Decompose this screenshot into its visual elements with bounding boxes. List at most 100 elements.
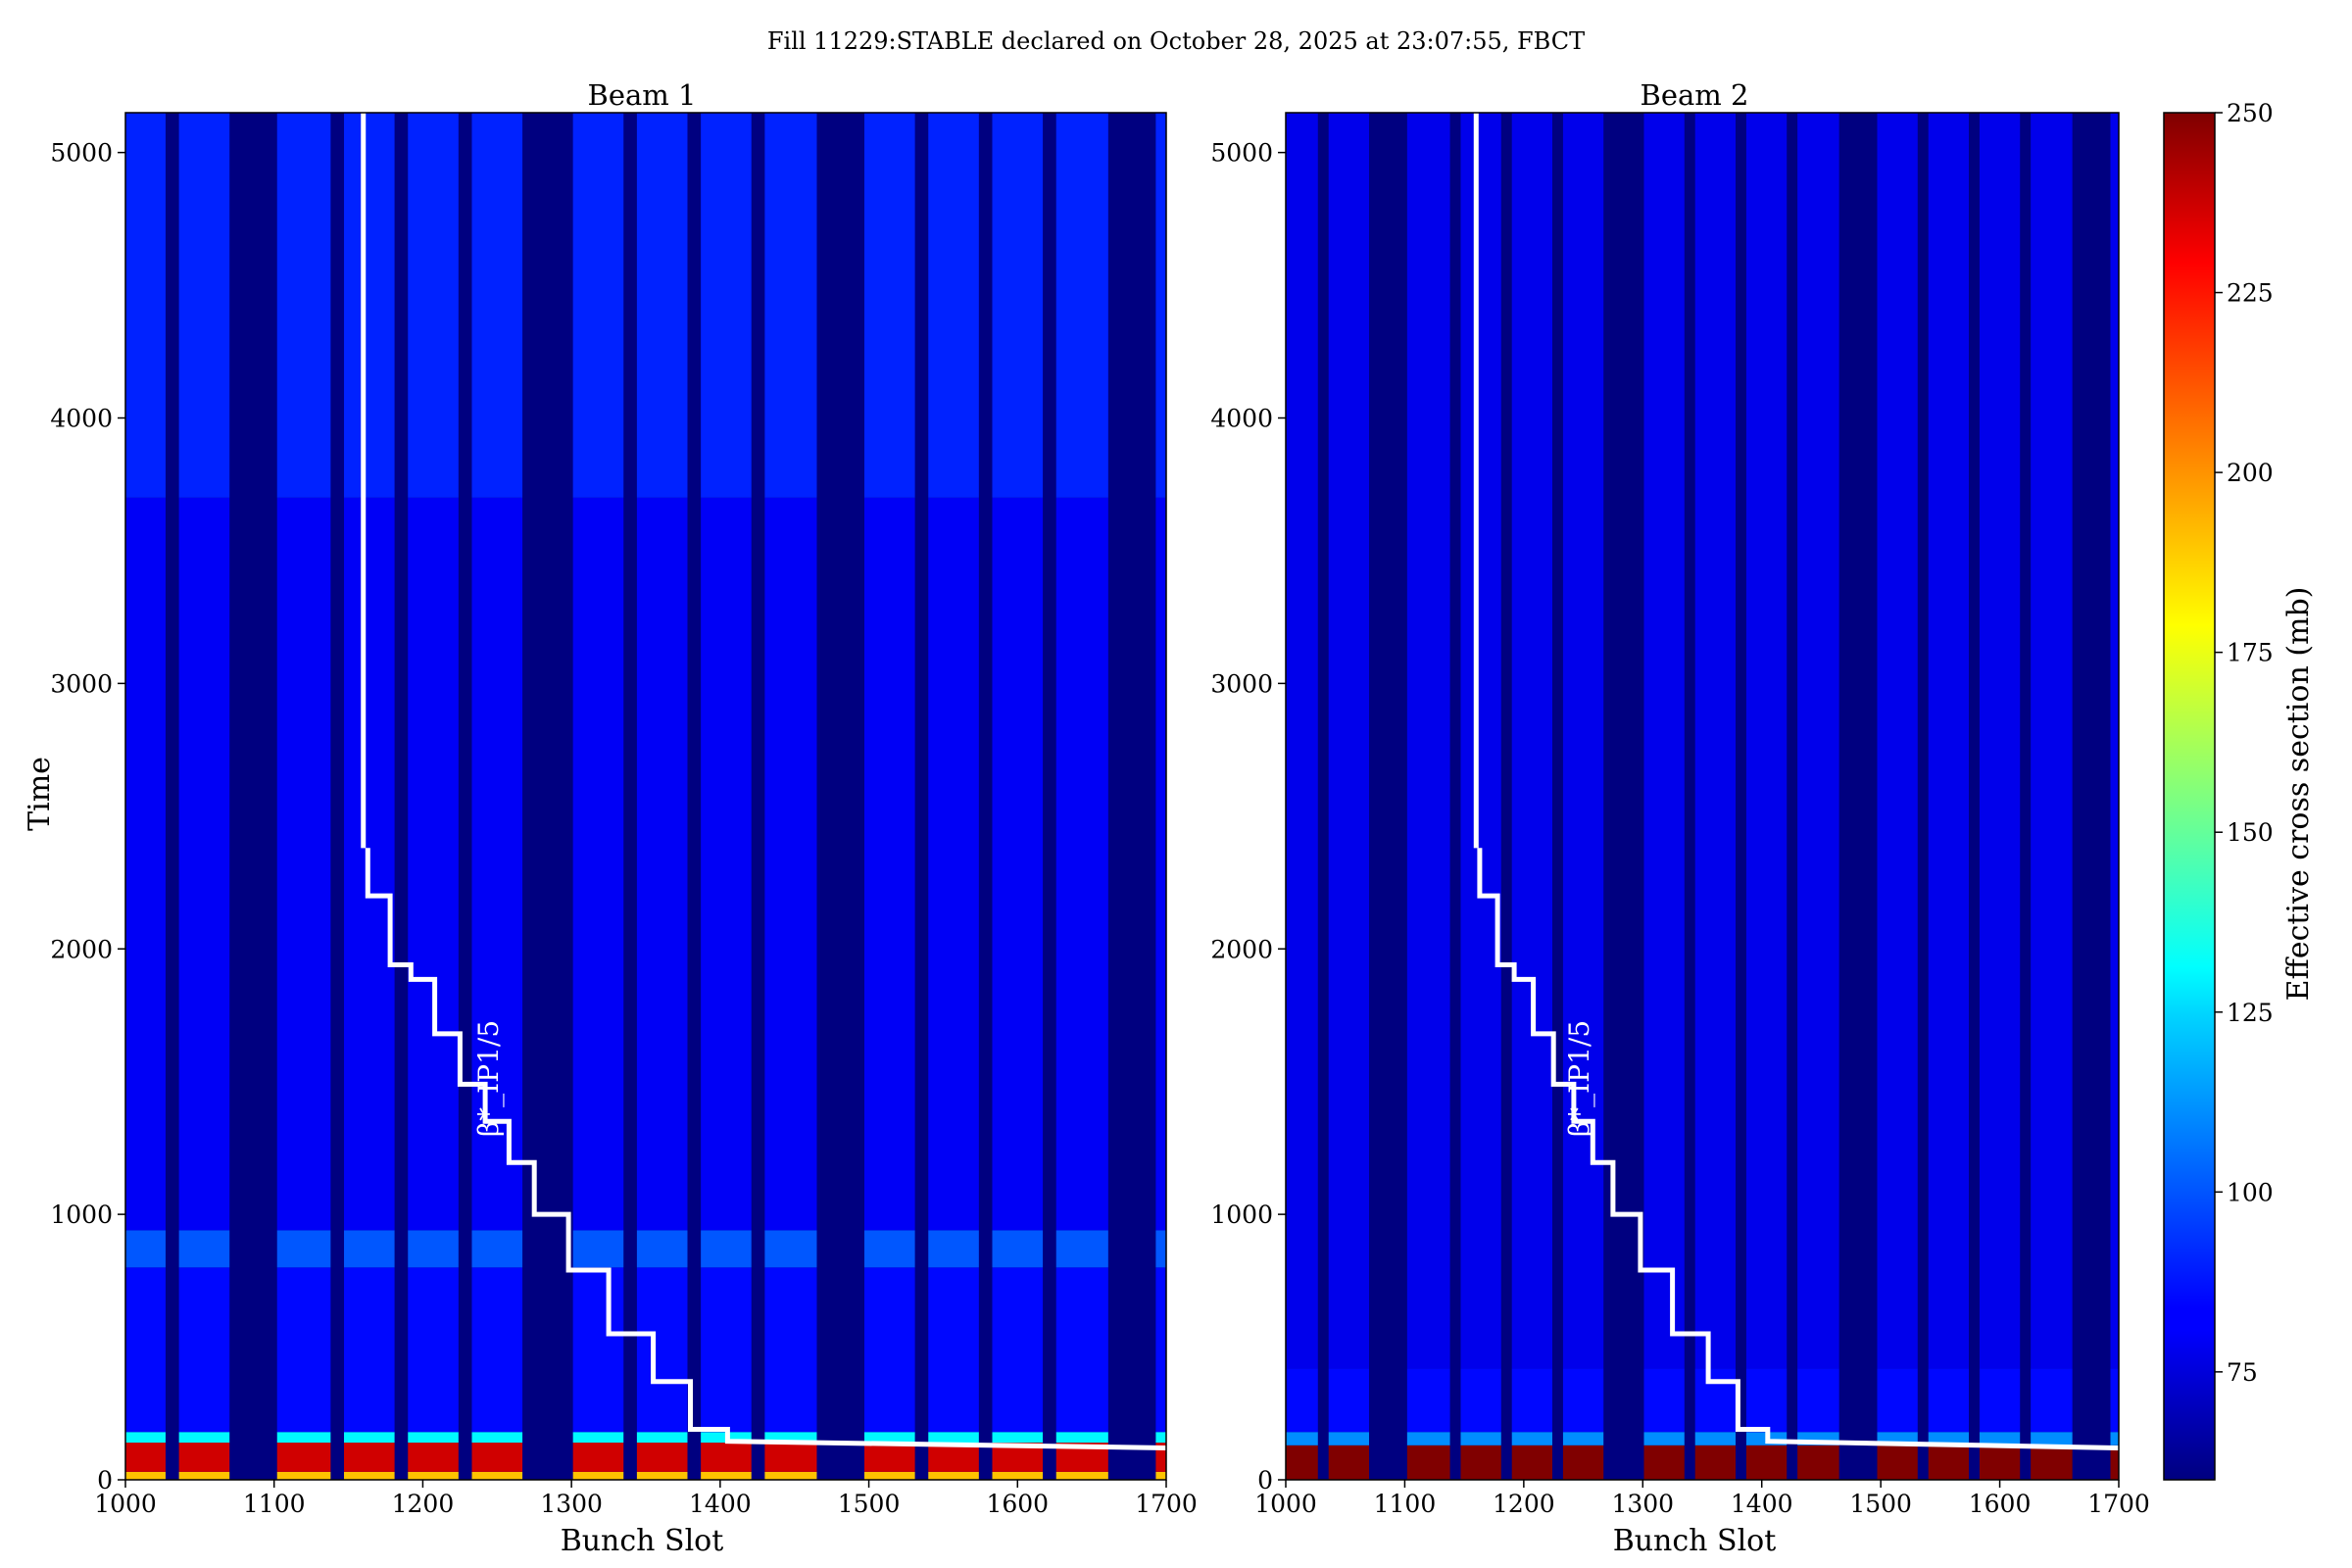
heatmap-cell [764, 113, 817, 498]
x-tick-label: 1500 [1849, 1490, 1912, 1518]
heatmap-cell [1745, 113, 1788, 1369]
heatmap-cell [1797, 113, 1839, 1369]
bunch-train-column [1055, 113, 1108, 1480]
x-tick-label: 1700 [1135, 1490, 1198, 1518]
heatmap-cell [276, 1443, 331, 1472]
y-tick-label: 0 [1257, 1466, 1273, 1494]
x-tick-label: 1600 [1969, 1490, 2032, 1518]
heatmap-cell [178, 1443, 230, 1472]
heatmap-cell [1979, 113, 2021, 1369]
colorbar-tick-label: 75 [2227, 1358, 2258, 1387]
colorbar-tick-label: 200 [2227, 459, 2274, 487]
heatmap-cell [471, 1443, 523, 1472]
heatmap-cell [864, 1230, 915, 1268]
colorbar-gradient [2163, 112, 2216, 1481]
beta-star-line [1477, 848, 2120, 1450]
colorbar-tick-label: 175 [2227, 639, 2274, 667]
bunch-train-column [572, 113, 624, 1480]
heatmap-cell [1328, 1432, 1369, 1446]
y-tick-label: 2000 [1210, 935, 1273, 963]
heatmap-cell [636, 1443, 688, 1472]
x-tick-label: 1400 [1731, 1490, 1793, 1518]
heatmap-cell [636, 1471, 688, 1480]
heatmap-cell [992, 113, 1044, 498]
heatmap-cell [178, 113, 230, 498]
heatmap-cell [408, 113, 459, 498]
heatmap-cell [1286, 1432, 1318, 1446]
bunch-train-column [1745, 113, 1788, 1480]
heatmap-cell [471, 1230, 523, 1268]
heatmap-cell [1643, 1432, 1685, 1446]
heatmap-cell [1155, 1443, 1166, 1472]
bunch-train-column [1328, 113, 1369, 1480]
heatmap-cell [1055, 1230, 1108, 1268]
heatmap-cell [1155, 1267, 1166, 1433]
heatmap-cell [864, 1471, 915, 1480]
x-tick-label: 1400 [689, 1490, 752, 1518]
heatmap-cell [992, 1267, 1044, 1433]
bunch-train-column [344, 113, 395, 1480]
heatmap-cell [1155, 113, 1166, 498]
plot-frame [124, 112, 1167, 1481]
heatmap-cell [864, 497, 915, 1231]
y-tick-label: 1000 [1210, 1200, 1273, 1229]
heatmap-cell [1979, 1432, 2021, 1446]
heatmap-cell [764, 1432, 817, 1444]
bunch-train-column [1406, 113, 1450, 1480]
heatmap-cell [1286, 1445, 1318, 1480]
bunch-train-column [178, 113, 230, 1480]
heatmap-cell [344, 1432, 395, 1444]
heatmap-cell [764, 497, 817, 1231]
heatmap-cell [125, 113, 166, 498]
bunch-train-column [1694, 113, 1736, 1480]
bunch-train-column [764, 113, 817, 1480]
bunch-train-column [408, 113, 459, 1480]
heatmap-cell [1562, 1368, 1604, 1433]
heatmap-cell [928, 113, 979, 498]
heatmap-cell [764, 1267, 817, 1433]
bunch-train-column [276, 113, 331, 1480]
heatmap-cell [928, 1230, 979, 1268]
heatmap-cell [1406, 1368, 1450, 1433]
figure-title: Fill 11229:STABLE declared on October 28… [767, 27, 1585, 55]
x-axis-label-beam-2: Bunch Slot [1613, 1524, 1777, 1558]
colorbar-tick-label: 250 [2227, 99, 2274, 127]
x-tick-label: 1100 [243, 1490, 306, 1518]
heatmap-cell [992, 1230, 1044, 1268]
heatmap-cell [928, 1443, 979, 1472]
heatmap-cell [471, 113, 523, 498]
heatmap-cell [178, 1267, 230, 1433]
heatmap-cell [1562, 1432, 1604, 1446]
heatmap-cell [636, 1432, 688, 1444]
colorbar-tick-label: 150 [2227, 818, 2274, 847]
heatmap-cell [408, 1471, 459, 1480]
heatmap-cell [572, 1432, 624, 1444]
bunch-train-column [1877, 113, 1918, 1480]
heatmap-cell [572, 1471, 624, 1480]
y-tick-label: 4000 [1210, 405, 1273, 433]
heatmap-cell [1643, 113, 1685, 1369]
bunch-train-column [864, 113, 915, 1480]
bunch-train-column [2110, 113, 2119, 1480]
heatmap-cell [636, 497, 688, 1231]
heatmap-cell [178, 1230, 230, 1268]
heatmap-beam-1: Beam 1 Bunch Slot Time 1000 1100 1200 1300 1… [23, 78, 1198, 1558]
heatmap-cell [572, 497, 624, 1231]
bunch-train-column [992, 113, 1044, 1480]
heatmap-cell [1643, 1445, 1685, 1480]
heatmap-cell [572, 113, 624, 498]
bunch-train-column [928, 113, 979, 1480]
heatmap-cell [1155, 497, 1166, 1231]
heatmap-cell [1562, 113, 1604, 1369]
heatmap-cell [1643, 1368, 1685, 1433]
heatmap-cell [1694, 1368, 1736, 1433]
heatmap-cell [1155, 1230, 1166, 1268]
x-tick-label: 1200 [392, 1490, 455, 1518]
colorbar-tick-label: 125 [2227, 999, 2274, 1027]
heatmap-cell [636, 113, 688, 498]
heatmap-beam-2: Beam 2 Bunch Slot 1000 1100 1200 1300 1400 15… [1210, 78, 2149, 1558]
heatmap-cell [1460, 1445, 1501, 1480]
heatmap-cell [1511, 1445, 1552, 1480]
heatmap-cell [276, 113, 331, 498]
